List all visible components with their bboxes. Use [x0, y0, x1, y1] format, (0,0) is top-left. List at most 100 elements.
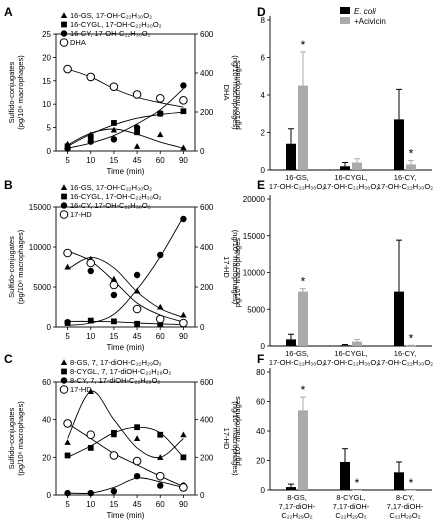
legend-label: 16-CY, 17-OH-C₂₂H₃₀O₂ — [70, 29, 151, 38]
y2-axis-label: (ng/10⁶ macrophages) — [231, 401, 240, 476]
legend-label: 17-HD — [70, 385, 92, 394]
plot-frame — [55, 381, 196, 496]
category-label: 8-GS, — [287, 493, 307, 502]
y-tick-label: 15 — [42, 77, 51, 86]
data-point — [157, 482, 164, 489]
y-axis-label: pg/10⁶ macrophages — [233, 396, 242, 466]
panel-label-d: D — [257, 5, 266, 19]
y2-tick-label: 400 — [200, 416, 214, 425]
x-tick-label: 10 — [86, 156, 95, 165]
legend-label: 8-GS, 7, 17-diOH-C₂₂H₂₉O₂ — [70, 358, 162, 367]
y-tick-label: 40 — [256, 427, 265, 436]
y-tick-label: 0 — [47, 491, 52, 500]
category-label: 7,17-diOH- — [387, 502, 424, 511]
data-point — [155, 471, 165, 481]
bar — [286, 487, 296, 490]
data-point — [180, 144, 187, 151]
y-tick-label: 0 — [261, 486, 266, 495]
legend-marker — [60, 359, 68, 366]
data-point — [109, 280, 119, 290]
y-tick-label: 8 — [261, 16, 266, 25]
legend-label: 16-CYGL, 17-OH-C₂₂H₃₀O₂ — [70, 20, 162, 29]
y-tick-label: 20 — [42, 53, 51, 62]
y-axis-label: (pg/10⁶ macrophages) — [16, 229, 25, 304]
data-point — [86, 258, 96, 268]
x-tick-label: 45 — [133, 332, 142, 341]
x-tick-label: 5 — [65, 332, 70, 341]
y-tick-label: 20 — [42, 453, 51, 462]
category-label: 17-OH-C₂₂H₃₀O₂ — [323, 182, 379, 191]
data-point — [133, 271, 141, 279]
data-point — [111, 318, 117, 325]
bar — [352, 490, 362, 491]
legend-label: 16-GS, 17-OH-C₂₂H₃₀O₂ — [70, 11, 152, 20]
fit-curve — [67, 477, 184, 494]
data-point — [157, 431, 164, 438]
y-tick-label: 5 — [47, 124, 52, 133]
data-point — [64, 439, 71, 445]
fit-curve — [67, 128, 184, 149]
bar — [394, 291, 404, 346]
bar — [406, 164, 416, 170]
fit-curve — [67, 256, 184, 318]
y-axis-label: Sulfido-conjugates — [7, 236, 16, 298]
category-label: 17-OH-C₂₂H₃₀O₂ — [269, 182, 325, 191]
legend-label: E. coli — [354, 7, 376, 16]
data-point — [155, 94, 165, 103]
bar — [298, 291, 308, 346]
y-tick-label: 20 — [256, 457, 265, 466]
y2-tick-label: 400 — [200, 69, 214, 78]
data-point — [157, 110, 164, 117]
significance-marker: * — [409, 331, 414, 345]
data-point — [134, 320, 140, 327]
y-axis-label: pg/10⁶ macrophages — [233, 238, 242, 308]
bar — [340, 461, 350, 490]
legend-marker — [59, 210, 69, 219]
y-tick-label: 25 — [42, 30, 51, 39]
data-point — [87, 388, 94, 394]
legend-label: 16-CYGL, 17-OH-C₂₂H₃₀O₂ — [70, 192, 162, 201]
legend-marker — [61, 368, 67, 375]
y-tick-label: 15000 — [29, 203, 52, 212]
y-tick-label: 0 — [261, 342, 266, 351]
category-label: 16-CY, — [394, 349, 416, 358]
data-point — [132, 304, 142, 314]
x-tick-label: 60 — [156, 156, 165, 165]
legend-marker — [60, 12, 68, 19]
x-tick-label: 60 — [156, 500, 165, 509]
data-point — [179, 318, 188, 328]
data-point — [64, 263, 71, 270]
data-point — [157, 320, 164, 327]
y-tick-label: 80 — [256, 368, 265, 377]
data-point — [110, 136, 118, 143]
significance-marker: * — [301, 383, 306, 397]
y-tick-label: 20000 — [243, 195, 266, 204]
data-point — [132, 90, 142, 99]
x-tick-label: 5 — [65, 500, 70, 509]
y-tick-label: 60 — [42, 378, 51, 387]
x-tick-label: 10 — [86, 500, 95, 509]
data-point — [134, 129, 140, 136]
data-point — [180, 215, 187, 223]
significance-marker: * — [409, 476, 414, 490]
data-point — [157, 303, 164, 310]
y2-axis-label: 17-HD — [222, 256, 231, 278]
data-point — [133, 472, 141, 480]
data-point — [180, 431, 187, 438]
data-point — [180, 311, 187, 318]
data-point — [133, 287, 141, 294]
fit-curve — [67, 111, 184, 147]
category-label: 16-CYGL, — [334, 173, 367, 182]
y-tick-label: 10000 — [29, 243, 52, 252]
legend-label: +Acivicin — [354, 17, 386, 26]
y-tick-label: 5000 — [33, 283, 51, 292]
data-point — [87, 134, 94, 140]
legend-label: 16-GS, 17-OH-C₂₂H₃₀O₂ — [70, 183, 152, 192]
x-tick-label: 15 — [109, 156, 118, 165]
y-axis-label: (pg/10⁶ macrophages) — [16, 401, 25, 476]
x-tick-label: 45 — [133, 156, 142, 165]
data-point — [109, 451, 119, 460]
y2-tick-label: 0 — [200, 147, 205, 156]
data-point — [157, 131, 164, 138]
